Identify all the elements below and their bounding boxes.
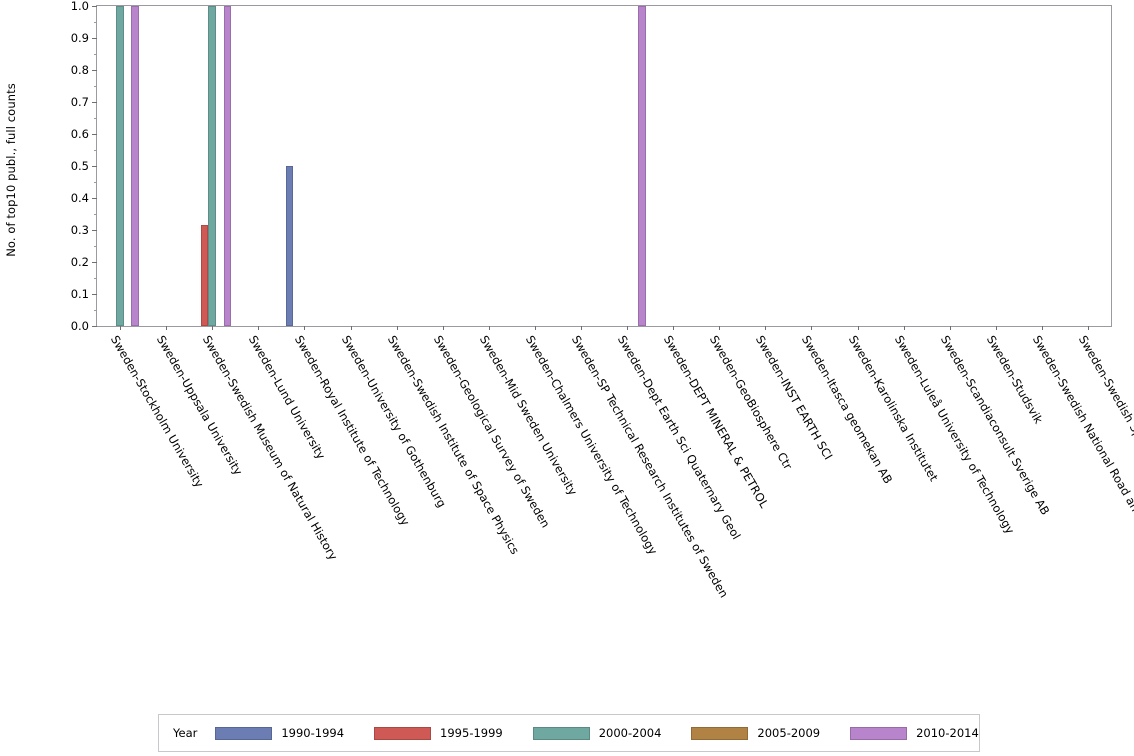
y-axis-tick-label: 0.1 (70, 287, 89, 301)
x-axis-tick (350, 326, 352, 330)
plot-inner: 0.0 0.1 0.2 0.3 0.4 0.5 0.6 0.7 0.8 0.9 1.0 Sweden-… (71, 0, 1134, 665)
legend-entry[interactable]: 2000-2004 (532, 726, 662, 740)
y-axis-minor-tick (94, 182, 97, 183)
y-axis-tick-label: 0.4 (70, 191, 89, 205)
y-axis-minor-tick (94, 246, 97, 247)
x-axis-tick-label: Sweden-Mid Sweden University (476, 333, 580, 498)
y-axis-tick (92, 134, 97, 135)
x-axis-tick (534, 326, 536, 330)
y-axis-title: No. of top10 publ., full counts (4, 83, 18, 257)
legend-label: 1990-1994 (281, 726, 345, 740)
x-axis-tick-label: Sweden-Uppsala University (154, 333, 246, 478)
x-axis-tick (857, 326, 859, 330)
legend-entry[interactable]: 1995-1999 (374, 726, 503, 740)
x-axis-tick (304, 326, 306, 330)
legend-entries: 1990-1994 1995-1999 2000-2004 2005-2009 2010… (215, 726, 1008, 740)
x-axis-tick (442, 326, 444, 330)
bar (638, 6, 646, 326)
legend-title: Year (173, 726, 198, 740)
y-axis-tick-label: 0.3 (70, 223, 89, 237)
x-axis-tick-label: Sweden-Itasca geomekan AB (799, 333, 896, 487)
y-axis-tick-label: 1.0 (70, 0, 89, 13)
y-axis-minor-tick (94, 310, 97, 311)
legend-swatch (532, 726, 590, 740)
y-axis-minor-tick (94, 150, 97, 151)
y-axis-minor-tick (94, 278, 97, 279)
x-axis-tick (627, 326, 629, 330)
legend-entry[interactable]: 1990-1994 (215, 726, 344, 740)
x-axis-tick (212, 326, 214, 330)
legend-label: 2010-2014 (916, 726, 979, 740)
x-axis-tick (166, 326, 168, 330)
bar (285, 166, 294, 326)
y-axis-tick (92, 294, 97, 295)
legend-label: 2005-2009 (757, 726, 821, 740)
y-axis-tick-label: 0.9 (70, 31, 89, 45)
y-axis-minor-tick (94, 118, 97, 119)
x-axis-tick (488, 326, 490, 330)
legend-entry[interactable]: 2010-2014 (850, 726, 979, 740)
x-axis-tick (765, 326, 767, 330)
legend-swatch (691, 726, 749, 740)
x-axis-tick-label: Sweden-Karolinska Institutet (845, 333, 941, 484)
x-axis-tick (903, 326, 905, 330)
bar (200, 225, 209, 326)
y-axis-minor-tick (94, 54, 97, 55)
y-axis-tick (92, 38, 97, 39)
bar (116, 6, 124, 326)
x-axis-tick (949, 326, 951, 330)
x-axis-tick (995, 326, 997, 330)
x-axis-tick (719, 326, 721, 330)
legend-label: 1995-1999 (440, 726, 503, 740)
y-axis-tick-label: 0.7 (70, 95, 89, 109)
bar (208, 6, 216, 326)
y-axis-tick-label: 0.2 (70, 255, 89, 269)
x-axis-tick (120, 326, 122, 330)
y-axis-tick (92, 198, 97, 199)
chart-legend: Year 1990-1994 1995-1999 2000-2004 2005-200… (158, 714, 980, 752)
x-axis-tick (811, 326, 813, 330)
y-axis-tick (92, 166, 97, 167)
y-axis-tick (92, 262, 97, 263)
x-axis-tick (1087, 326, 1089, 330)
y-axis-tick (92, 102, 97, 103)
legend-swatch (215, 726, 273, 740)
x-axis-tick (396, 326, 398, 330)
bar (223, 6, 232, 326)
legend-swatch (850, 726, 908, 740)
legend-swatch (374, 726, 432, 740)
x-axis-tick (258, 326, 260, 330)
x-axis-tick (1041, 326, 1043, 330)
y-axis-tick (92, 6, 97, 7)
legend-label: 2000-2004 (598, 726, 662, 740)
x-axis-tick (580, 326, 582, 330)
y-axis-tick (92, 230, 97, 231)
y-axis-tick-label: 0.6 (70, 127, 89, 141)
y-axis-minor-tick (94, 214, 97, 215)
y-axis-tick (92, 326, 97, 327)
legend-entry[interactable]: 2005-2009 (691, 726, 820, 740)
y-axis-tick-label: 0.8 (70, 63, 89, 77)
y-axis-minor-tick (94, 86, 97, 87)
y-axis-tick (92, 70, 97, 71)
x-axis-tick (673, 326, 675, 330)
plot-area: 0.0 0.1 0.2 0.3 0.4 0.5 0.6 0.7 0.8 0.9 1.0 Sweden-… (71, 0, 1134, 665)
y-axis-tick-label: 0.0 (70, 319, 89, 333)
y-axis-minor-tick (94, 22, 97, 23)
x-axis-tick-label: Sweden-GeoBiosphere Ctr (707, 333, 796, 473)
x-axis-tick-label: Sweden-Stockholm University (107, 333, 207, 490)
bar (131, 6, 139, 326)
y-axis-tick-label: 0.5 (70, 159, 89, 173)
